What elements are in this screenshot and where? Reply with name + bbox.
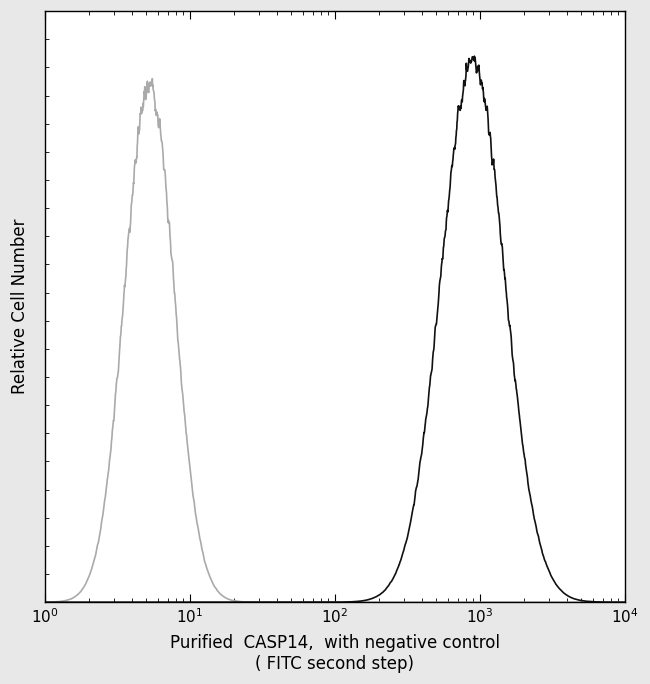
X-axis label: Purified  CASP14,  with negative control
( FITC second step): Purified CASP14, with negative control (… (170, 634, 500, 673)
Y-axis label: Relative Cell Number: Relative Cell Number (11, 219, 29, 395)
